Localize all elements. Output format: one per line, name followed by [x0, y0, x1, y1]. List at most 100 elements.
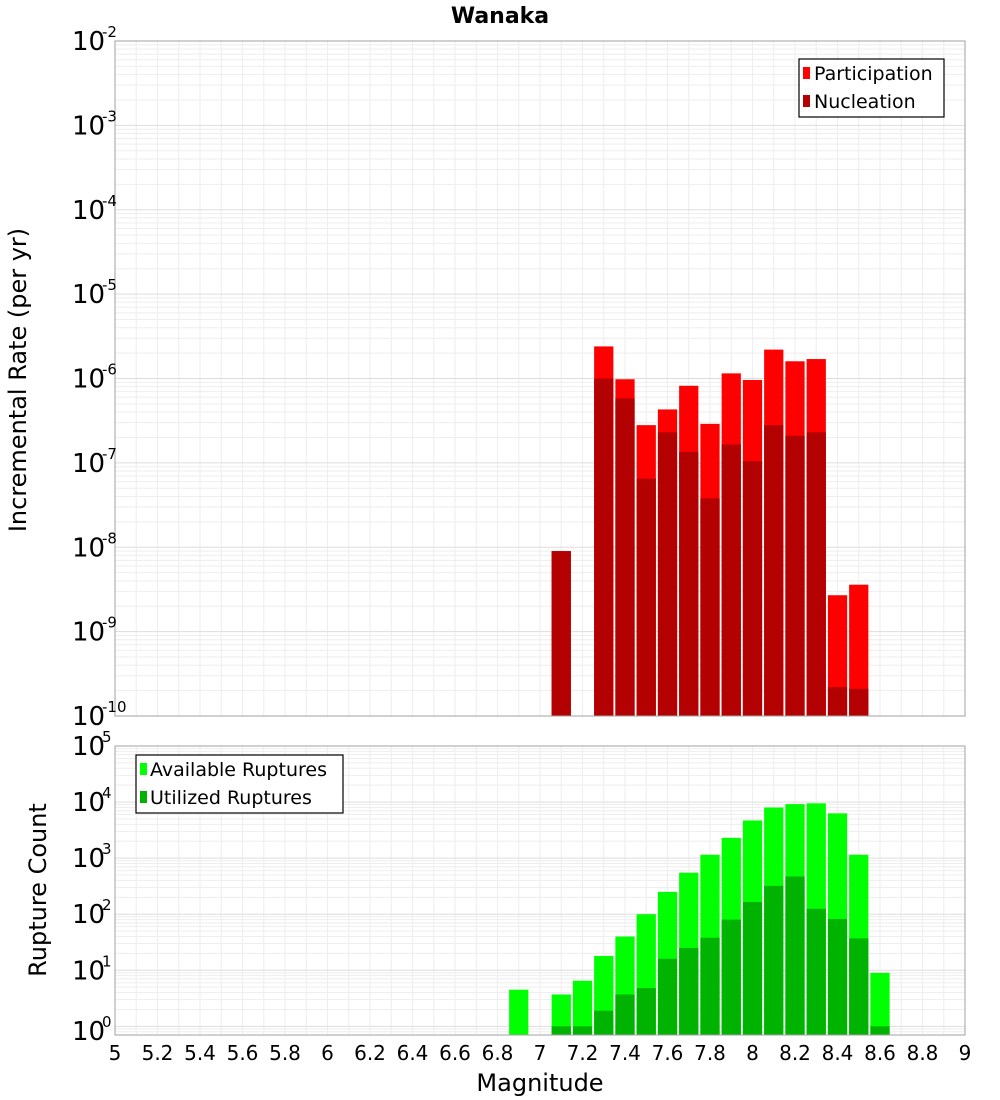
chart-title: Wanaka	[451, 4, 549, 29]
utilized-ruptures-bar	[764, 885, 784, 1035]
x-tick-labels: 5 5.2 5.4 5.6 5.8 6 6.2 6.4 6.6 6.8 7 7.2 7.4 7.6 7.8 8…	[109, 1041, 972, 1065]
nucleation-bar	[615, 398, 635, 716]
x-tick-label: 5.2	[142, 1041, 174, 1065]
top-legend-box	[798, 58, 945, 118]
y-tick-label: 10	[72, 196, 105, 226]
utilized-ruptures-legend-label: Utilized Ruptures	[150, 787, 312, 809]
utilized-ruptures-bar	[594, 1010, 614, 1035]
utilized-ruptures-legend-swatch	[140, 791, 147, 803]
x-tick-label: 6.2	[354, 1041, 386, 1065]
x-tick-label: 6.8	[482, 1041, 514, 1065]
utilized-ruptures-bar	[742, 901, 763, 1035]
utilized-ruptures-bar	[657, 958, 678, 1035]
participation-legend-label: Participation	[814, 63, 933, 85]
x-tick-label: 5	[109, 1041, 122, 1065]
top-plot-bars	[551, 346, 869, 716]
x-tick-label: 6.6	[439, 1041, 471, 1065]
y-tick-exponent: 3	[102, 840, 112, 858]
y-tick-label: 10	[72, 900, 105, 930]
bottom-legend-box	[135, 754, 344, 814]
nucleation-bar	[657, 432, 678, 716]
x-tick-label: 8.2	[779, 1041, 811, 1065]
y-tick-exponent: -8	[102, 529, 117, 547]
y-tick-exponent: 5	[102, 728, 112, 746]
x-tick-label: 8.6	[864, 1041, 896, 1065]
y-tick-label: 10	[72, 533, 105, 563]
y-tick-label: 10	[72, 956, 105, 986]
utilized-ruptures-bar	[721, 919, 741, 1035]
y-tick-exponent: -6	[102, 361, 117, 379]
nucleation-bar	[849, 688, 869, 716]
bottom-legend: Available Ruptures Utilized Ruptures	[135, 754, 344, 814]
utilized-ruptures-bar	[551, 1026, 571, 1035]
y-tick-exponent: -10	[102, 698, 127, 716]
available-ruptures-bar	[551, 994, 571, 1035]
available-ruptures-bar	[870, 972, 890, 1035]
utilized-ruptures-bar	[615, 994, 635, 1035]
y-tick-label: 10	[72, 111, 105, 141]
y-tick-exponent: -4	[102, 192, 117, 210]
y-tick-exponent: -2	[102, 23, 117, 41]
bottom-plot-bars	[509, 803, 890, 1035]
x-tick-label: 7	[534, 1041, 547, 1065]
available-ruptures-bar	[509, 989, 529, 1035]
x-tick-label: 7.8	[694, 1041, 726, 1065]
x-tick-label: 9	[959, 1041, 972, 1065]
y-tick-exponent: 2	[102, 896, 112, 914]
y-tick-label: 10	[72, 280, 105, 310]
nucleation-bar	[806, 432, 826, 716]
top-y-axis-label: Incremental Rate (per yr)	[4, 228, 32, 532]
nucleation-bar	[700, 498, 720, 716]
utilized-ruptures-bar	[679, 947, 699, 1035]
nucleation-bar	[764, 425, 784, 716]
x-tick-label: 6	[321, 1041, 334, 1065]
y-tick-label: 10	[72, 365, 105, 395]
utilized-ruptures-bar	[870, 1026, 890, 1035]
nucleation-bar	[679, 451, 699, 716]
x-tick-label: 8	[746, 1041, 759, 1065]
x-tick-label: 6.4	[397, 1041, 429, 1065]
utilized-ruptures-bar	[572, 1026, 593, 1035]
nucleation-legend-swatch	[803, 95, 810, 107]
utilized-ruptures-bar	[636, 988, 656, 1035]
nucleation-bar	[636, 478, 656, 716]
y-tick-label: 10	[72, 702, 105, 732]
x-axis-label: Magnitude	[476, 1069, 603, 1097]
participation-bar	[849, 584, 869, 716]
x-tick-label: 7.2	[567, 1041, 599, 1065]
y-tick-label: 10	[72, 449, 105, 479]
utilized-ruptures-bar	[849, 938, 869, 1035]
top-plot-frame	[114, 40, 966, 717]
x-tick-label: 8.8	[907, 1041, 939, 1065]
y-tick-exponent: 4	[102, 784, 112, 802]
x-tick-label: 8.4	[822, 1041, 854, 1065]
participation-legend-swatch	[803, 67, 810, 79]
y-tick-label: 10	[72, 1017, 105, 1047]
y-tick-label: 10	[72, 618, 105, 648]
y-tick-exponent: -3	[102, 107, 117, 125]
y-tick-exponent: -9	[102, 614, 117, 632]
y-tick-exponent: -7	[102, 445, 117, 463]
y-tick-exponent: 0	[102, 1013, 112, 1031]
top-legend: Participation Nucleation	[798, 58, 945, 118]
nucleation-bar	[594, 378, 614, 716]
available-ruptures-bar	[572, 980, 593, 1035]
bottom-plot-frame	[114, 745, 966, 1036]
bottom-y-axis-label: Rupture Count	[24, 803, 52, 977]
nucleation-bar	[721, 444, 741, 716]
available-ruptures-legend-label: Available Ruptures	[150, 759, 327, 781]
utilized-ruptures-bar	[700, 937, 720, 1035]
participation-bar	[827, 595, 848, 716]
utilized-ruptures-bar	[806, 908, 826, 1035]
x-tick-label: 7.4	[609, 1041, 641, 1065]
x-tick-label: 5.6	[227, 1041, 259, 1065]
x-tick-label: 5.8	[269, 1041, 301, 1065]
nucleation-bar	[827, 687, 848, 716]
utilized-ruptures-bar	[827, 919, 848, 1035]
y-tick-exponent: -5	[102, 276, 117, 294]
y-tick-label: 10	[72, 732, 105, 762]
y-tick-label: 10	[72, 27, 105, 57]
